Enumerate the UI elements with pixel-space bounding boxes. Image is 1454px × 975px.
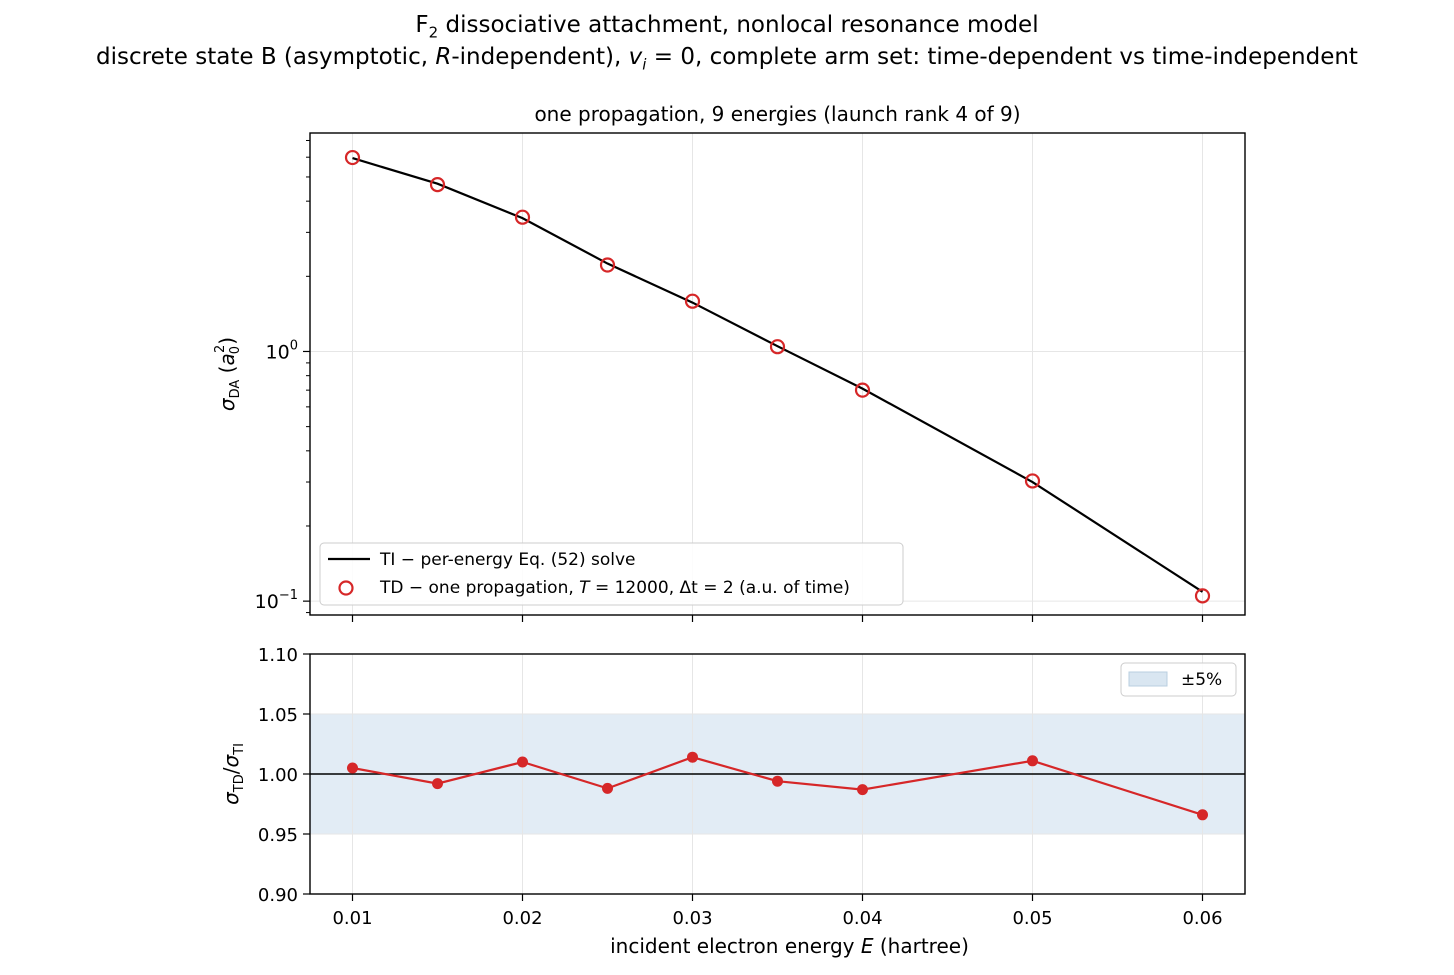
figure-title-line-1: F2 dissociative attachment, nonlocal res… [415, 12, 1039, 42]
top-panel: 100 10−1 one propagation, 9 energies (laun… [213, 102, 1246, 622]
ratio-point [857, 784, 868, 796]
bottom-xtick-label: 0.02 [502, 908, 542, 929]
td-point [1024, 473, 1041, 489]
bottom-ytick-label: 0.95 [258, 825, 298, 846]
top-ytick-label: 10−1 [255, 588, 298, 613]
td-point [514, 209, 531, 225]
top-y-axis-label: σDA (a02) [213, 337, 243, 411]
bottom-xtick-label: 0.03 [672, 908, 712, 929]
legend-td-swatch [338, 580, 354, 596]
bottom-ytick-label: 0.90 [258, 885, 298, 906]
td-point [599, 257, 616, 273]
td-point [429, 176, 446, 193]
td-point [1194, 588, 1211, 604]
bottom-xtick-label: 0.06 [1182, 908, 1222, 929]
top-axes-frame [309, 132, 1246, 616]
legend-band-label: ±5% [1181, 670, 1222, 690]
bottom-axes-frame [309, 653, 1246, 895]
ratio-point [687, 751, 698, 763]
ratio-point [432, 778, 443, 790]
bottom-xtick-label: 0.05 [1012, 908, 1052, 929]
bottom-xtick-label: 0.01 [332, 908, 372, 929]
ratio-point [602, 782, 613, 794]
legend-ti-label: TI − per-energy Eq. (52) solve [379, 550, 636, 570]
x-axis-label: incident electron energy E (hartree) [610, 934, 969, 958]
ratio-point [772, 775, 783, 787]
ti-series-line [352, 157, 1204, 593]
ratio-point [347, 762, 358, 774]
bottom-ytick-label: 1.05 [258, 705, 298, 726]
td-point [854, 382, 871, 398]
top-ytick-label: 100 [266, 338, 298, 363]
bottom-ytick-label: 1.10 [258, 645, 298, 666]
td-point [769, 339, 786, 355]
td-point [344, 149, 361, 166]
top-legend [319, 542, 904, 606]
legend-band-swatch [1128, 671, 1168, 687]
bottom-y-axis-label: σTD/σTI [219, 743, 247, 805]
bottom-xtick-label: 0.04 [842, 908, 882, 929]
top-panel-title: one propagation, 9 energies (launch rank… [534, 102, 1020, 126]
figure-title-line-2: discrete state B (asymptotic, R-independ… [96, 44, 1358, 74]
bottom-legend [1120, 662, 1237, 697]
ratio-point [1027, 755, 1038, 767]
ratio-point [1197, 809, 1208, 821]
td-point [684, 293, 701, 309]
bottom-ytick-label: 1.00 [258, 765, 298, 786]
legend-td-label: TD − one propagation, T = 12000, Δt = 2 … [379, 578, 850, 598]
ratio-point [517, 756, 528, 768]
bottom-panel: 0.90 0.95 1.00 1.05 1.10 0.01 0.02 0.03 0.04 0.05… [219, 645, 1246, 958]
